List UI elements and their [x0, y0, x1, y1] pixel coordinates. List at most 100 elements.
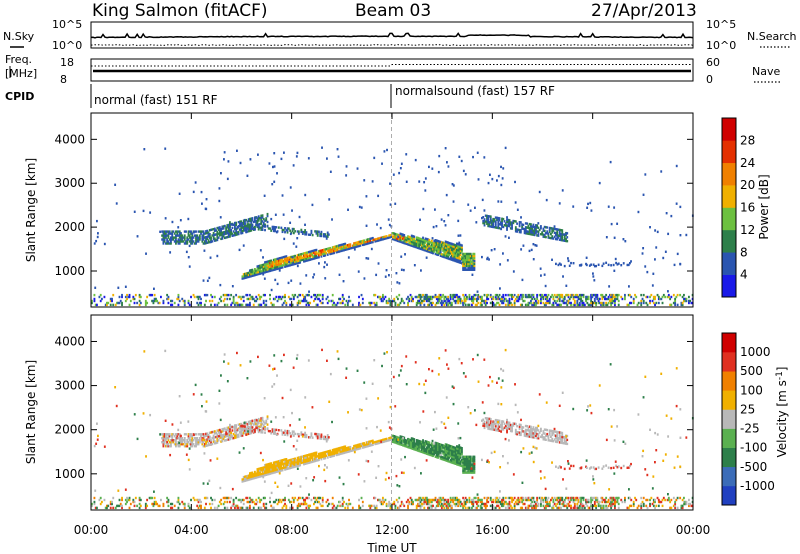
power-cell [250, 217, 253, 220]
velocity-cell [320, 433, 323, 436]
power-cell [432, 252, 434, 255]
power-cell [289, 221, 292, 224]
power-cell [218, 230, 221, 233]
power-cell [448, 251, 451, 255]
velocity-cell [459, 464, 462, 467]
power-cell [306, 293, 309, 297]
power-cell [487, 215, 490, 218]
power-cell [246, 272, 249, 275]
velocity-cell [127, 498, 130, 502]
power-cell [178, 240, 181, 243]
power-cell [338, 297, 340, 301]
velocity-cell [546, 432, 549, 436]
velocity-cell [285, 460, 288, 463]
velocity-cell [497, 419, 500, 422]
power-cell [225, 228, 228, 231]
velocity-cell [433, 453, 436, 456]
power-cell [211, 234, 214, 237]
power-cell [453, 247, 456, 250]
power-cell [398, 171, 401, 175]
power-cell [146, 301, 149, 305]
velocity-cell [272, 428, 275, 431]
power-cell [400, 233, 403, 236]
velocity-cell [167, 437, 170, 440]
velocity-cell [501, 426, 503, 429]
velocity-cell [316, 455, 319, 458]
power-cell [145, 252, 147, 255]
power-cell [469, 252, 472, 256]
power-cell [445, 248, 448, 252]
power-cell [167, 295, 170, 299]
power-cell [246, 226, 249, 229]
power-cell [304, 295, 307, 299]
power-cell [207, 233, 210, 236]
velocity-cell [231, 426, 234, 429]
power-cell [236, 227, 239, 230]
velocity-cell [244, 479, 246, 482]
power-cell [497, 301, 500, 305]
velocity-cell [266, 469, 269, 472]
power-cell [277, 259, 280, 262]
power-cell [440, 301, 443, 305]
power-cell [572, 262, 575, 265]
power-cell [596, 293, 599, 297]
velocity-cell [276, 464, 279, 467]
power-cell [483, 299, 486, 303]
power-cell [527, 303, 530, 307]
power-cell [468, 260, 471, 264]
power-cell [197, 240, 200, 243]
velocity-cell [425, 450, 428, 453]
velocity-cell [266, 467, 269, 470]
power-cell [250, 275, 253, 278]
velocity-cell [449, 458, 452, 462]
power-cell [484, 299, 487, 303]
power-cell [541, 293, 544, 297]
power-cell [642, 247, 645, 250]
power-cell [427, 244, 429, 247]
power-cell [222, 293, 225, 297]
power-cell [289, 260, 292, 263]
power-cell [289, 303, 292, 307]
power-cell [335, 247, 338, 250]
velocity-cell [506, 421, 508, 424]
power-cell [259, 266, 261, 269]
power-cell [297, 293, 300, 297]
velocity-cell [448, 444, 451, 447]
power-cell [458, 249, 461, 252]
power-cell [620, 264, 623, 267]
power-cell [548, 297, 551, 301]
power-cell [410, 299, 413, 303]
velocity-cell [256, 474, 259, 477]
power-cell [244, 229, 246, 232]
velocity-cell [464, 457, 467, 460]
power-cell [249, 297, 251, 301]
power-cell [241, 277, 244, 280]
power-cell [231, 234, 234, 237]
power-cell [207, 231, 210, 234]
velocity-cell [190, 445, 192, 448]
power-cell [252, 270, 255, 273]
power-cell [363, 243, 366, 246]
power-cell [553, 293, 556, 297]
velocity-cell [230, 433, 233, 436]
power-cell [444, 248, 447, 251]
power-cell [553, 225, 556, 228]
velocity-cell [429, 447, 432, 451]
velocity-cell [433, 451, 436, 454]
power-cell [444, 246, 447, 249]
velocity-cell [588, 467, 591, 470]
velocity-cell [306, 457, 309, 461]
velocity-cell [472, 467, 475, 470]
power-cell [291, 257, 294, 260]
velocity-cell [240, 425, 243, 428]
velocity-cell [178, 502, 181, 506]
power-cell [642, 299, 645, 303]
velocity-cell [551, 431, 554, 435]
velocity-cell [201, 441, 204, 444]
velocity-cell [309, 457, 312, 460]
power-cell [601, 303, 604, 307]
power-cell [547, 301, 550, 305]
power-cell [578, 301, 581, 305]
velocity-cell [464, 469, 467, 472]
velocity-cell [409, 442, 412, 446]
